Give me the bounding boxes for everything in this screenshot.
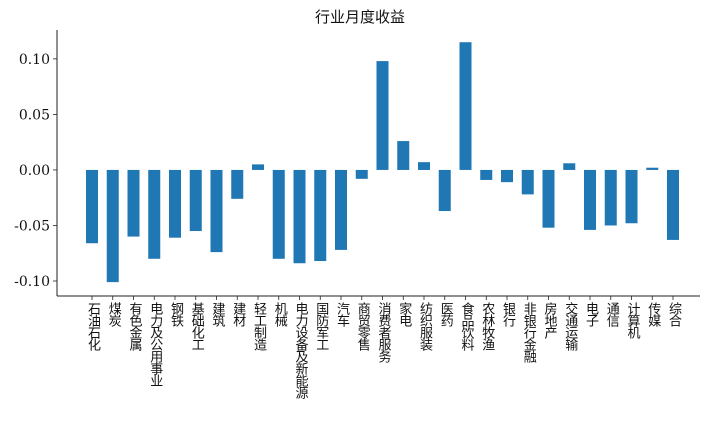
bar [501, 169, 513, 183]
y-tick-label: -0.10 [14, 274, 50, 290]
x-tick-label: 轻工制造 [251, 302, 266, 350]
x-tick-label: 通信 [603, 302, 619, 326]
bar [521, 169, 534, 195]
y-tick-label: 0.10 [19, 52, 50, 68]
x-tick-label: 农林牧渔 [479, 302, 495, 350]
x-tick-label: 计算机 [624, 302, 640, 338]
x-tick-label: 石油石化 [85, 302, 100, 350]
bar [314, 169, 327, 262]
bar [480, 169, 493, 180]
x-tick-label: 钢铁 [168, 302, 183, 326]
bar [584, 169, 596, 230]
x-tick-label: 交通运输 [562, 302, 578, 350]
x-tick-label: 房地产 [541, 302, 557, 338]
bar [148, 169, 161, 259]
bar [106, 169, 119, 283]
bar [169, 169, 181, 238]
x-tick-label: 国防军工 [313, 302, 329, 350]
bar [563, 163, 576, 170]
x-tick-label: 建材 [230, 302, 246, 326]
y-tick-label: -0.05 [14, 218, 50, 234]
x-tick-label: 电力设备及新能源 [292, 302, 308, 398]
chart-title: 行业月度收益 [314, 8, 405, 26]
x-tick-label: 商贸零售 [354, 302, 370, 350]
bar [397, 141, 410, 170]
x-tick-label: 医药 [437, 302, 453, 326]
bar [376, 61, 389, 170]
x-tick-label: 传媒 [645, 302, 661, 326]
x-tick-label: 基础化工 [188, 302, 204, 350]
x-tick-label: 电力及公用事业 [147, 302, 163, 386]
bar [86, 169, 98, 244]
bar [231, 169, 244, 199]
bar [625, 169, 638, 224]
bar [189, 169, 202, 232]
x-tick-label: 电子 [583, 302, 598, 326]
x-tick-label: 综合 [666, 302, 681, 326]
bar [604, 169, 617, 226]
x-tick-label: 汽车 [334, 302, 349, 326]
x-tick-label: 机械 [271, 302, 287, 326]
bar [272, 169, 285, 259]
x-tick-label: 煤炭 [105, 302, 121, 326]
x-tick-label: 纺织服装 [417, 302, 432, 350]
bar [667, 169, 679, 240]
x-tick-label: 建筑 [209, 302, 225, 326]
x-tick-label: 食品饮料 [458, 302, 474, 350]
y-tick-label: 0.05 [19, 107, 50, 123]
bar [646, 167, 659, 170]
bar [252, 164, 264, 170]
bar [335, 169, 347, 250]
bar [355, 169, 368, 179]
x-tick-label: 有色金属 [126, 302, 142, 350]
x-tick-label: 非银行金融 [520, 302, 536, 362]
y-tick-label: 0.00 [19, 163, 50, 179]
x-tick-label: 银行 [500, 302, 515, 326]
x-tick-label: 消费者服务 [375, 302, 391, 362]
bar [459, 42, 472, 170]
bar [127, 169, 140, 237]
bar [293, 169, 306, 264]
bar [210, 169, 223, 253]
x-tick-label: 家电 [396, 302, 412, 326]
bar [418, 162, 430, 170]
bar [542, 169, 555, 228]
bar [438, 169, 451, 212]
